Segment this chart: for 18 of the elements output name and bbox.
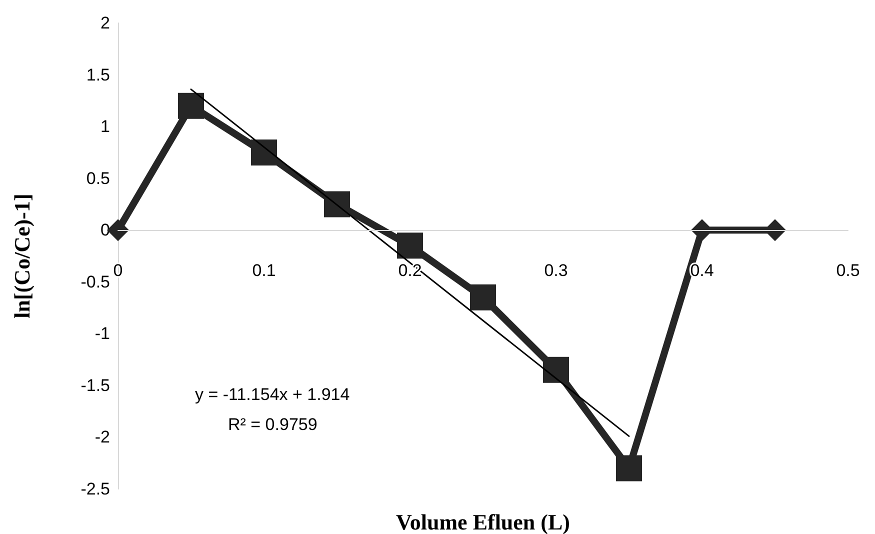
y-tick-label: 2: [100, 14, 110, 32]
y-tick-label: -2.5: [80, 480, 110, 498]
y-tick-label: 1: [100, 117, 110, 136]
annotation: R² = 0.9759: [228, 415, 318, 434]
annotation: y = -11.154x + 1.914: [195, 385, 350, 404]
y-tick-label: 0.5: [86, 168, 110, 188]
y-tick-label: 1.5: [86, 65, 110, 84]
y-tick-label: -0.5: [80, 272, 110, 292]
x-tick-label: 0.3: [544, 261, 568, 280]
x-axis-title: Volume Efluen (L): [396, 510, 570, 534]
x-tick-label: 0.5: [836, 261, 860, 280]
y-tick-label: -1: [94, 324, 110, 344]
y-tick-label: -1.5: [80, 376, 110, 395]
y-tick-label: -2: [94, 428, 110, 447]
y-axis-title: ln[(Co/Ce)-1]: [10, 194, 34, 318]
x-tick-label: 0: [113, 261, 123, 280]
x-tick-label: 0.1: [252, 261, 276, 280]
x-tick-label: 0.2: [398, 261, 422, 280]
